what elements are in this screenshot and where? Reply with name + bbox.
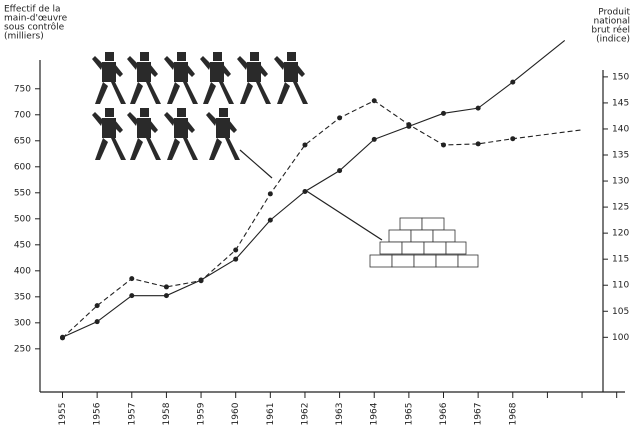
data-point [371,136,377,142]
y2-axis-label: (indice) [596,35,630,45]
y2-tick-label: 140 [612,124,629,134]
y-tick-label: 350 [14,292,31,302]
y-tick-label: 700 [14,110,31,120]
data-point [233,256,239,262]
data-point [302,142,308,148]
data-point [441,142,447,148]
x-tick-label: 1968 [508,402,518,425]
y2-tick-label: 150 [612,72,629,82]
y2-axis-label: brut réel [591,25,630,36]
data-point [441,110,447,116]
y2-tick-label: 100 [612,333,629,343]
y-tick-label: 500 [14,214,31,224]
x-tick-label: 1960 [231,402,241,425]
x-tick-label: 1958 [162,402,172,425]
x-tick-label: 1959 [197,402,207,425]
y2-tick-label: 145 [612,98,629,108]
data-point [510,136,516,142]
y2-tick-label: 130 [612,177,629,187]
x-tick-label: 1962 [300,403,310,426]
data-point [267,217,273,223]
brick-pictogram [369,217,479,268]
y-axis-label: Effectif de la [4,5,61,15]
data-point [510,79,516,85]
soldier-pictogram [92,52,308,160]
y-tick-label: 600 [14,162,31,172]
y-tick-label: 300 [14,318,31,328]
y-tick-label: 650 [14,136,31,146]
y-tick-label: 400 [14,266,31,276]
data-point [475,141,481,147]
data-point [337,168,343,174]
x-tick-label: 1964 [370,402,380,425]
y-axis-label: main-d'œuvre [4,14,68,24]
x-tick-label: 1956 [93,402,103,425]
x-tick-label: 1963 [335,403,345,426]
y2-tick-label: 120 [612,229,629,239]
data-point [129,293,135,299]
data-point [94,303,100,309]
data-point [233,247,239,253]
x-tick-label: 1965 [404,403,414,426]
y2-axis-label: Produit [598,8,630,18]
y2-tick-label: 115 [612,255,629,265]
leader-line [239,149,273,179]
data-point [337,115,343,121]
x-tick-label: 1957 [127,403,137,426]
y2-tick-label: 125 [612,203,629,213]
y-tick-label: 450 [14,240,31,250]
data-point [475,105,481,111]
y2-tick-label: 105 [612,307,629,317]
x-tick-label: 1955 [58,403,68,426]
y2-tick-label: 110 [612,281,629,291]
y-tick-label: 250 [14,344,31,354]
y-axis-label: sous contrôle [4,22,65,33]
x-tick-label: 1967 [474,403,484,426]
y2-tick-label: 135 [612,151,629,161]
data-point [60,334,66,340]
leader-line [304,189,383,241]
data-point [163,293,169,299]
data-point [163,284,169,290]
data-point [406,123,412,129]
y-axis-label: (milliers) [4,32,44,42]
y-tick-label: 750 [14,84,31,94]
data-point [267,191,273,197]
y-tick-label: 550 [14,188,31,198]
series-line [62,100,583,339]
x-tick-label: 1966 [439,402,449,425]
data-point [129,276,135,282]
y2-axis-label: national [594,17,630,27]
data-point [371,98,377,104]
data-point [198,277,204,283]
x-tick-label: 1961 [266,403,276,426]
data-point [94,319,100,325]
data-point [302,188,308,194]
